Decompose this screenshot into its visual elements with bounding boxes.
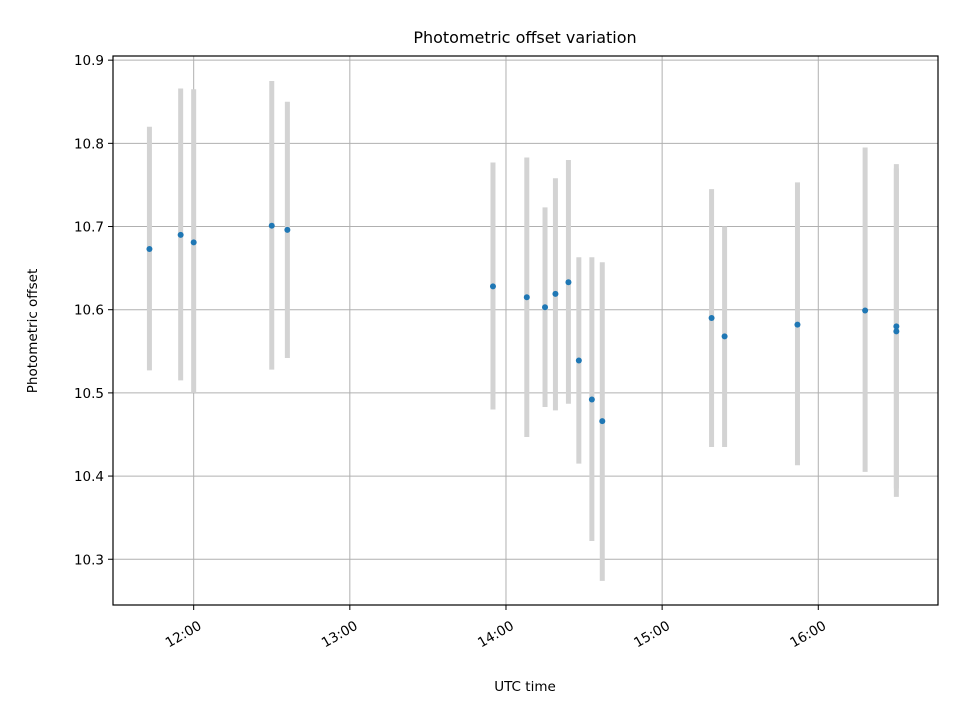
y-tick-label: 10.8 bbox=[74, 136, 104, 152]
y-tick-label: 10.9 bbox=[74, 53, 104, 69]
data-point bbox=[588, 396, 595, 403]
x-tick-label: 13:00 bbox=[319, 618, 361, 651]
y-tick-label: 10.3 bbox=[74, 552, 104, 568]
chart-title: Photometric offset variation bbox=[413, 28, 636, 47]
data-points bbox=[146, 222, 900, 425]
data-point bbox=[575, 357, 582, 364]
x-axis-label: UTC time bbox=[494, 679, 556, 695]
x-tick-label: 15:00 bbox=[631, 618, 673, 651]
y-tick-label: 10.7 bbox=[74, 220, 104, 236]
error-bars bbox=[146, 80, 899, 581]
plot-frame bbox=[112, 55, 939, 606]
data-point bbox=[893, 323, 900, 330]
data-point bbox=[284, 226, 291, 233]
x-tick-label: 14:00 bbox=[475, 618, 517, 651]
data-point bbox=[523, 294, 530, 301]
x-tick-label: 12:00 bbox=[163, 618, 205, 651]
data-point bbox=[565, 279, 572, 286]
y-axis-label: Photometric offset bbox=[25, 269, 41, 393]
data-point bbox=[489, 283, 496, 290]
data-point bbox=[862, 307, 869, 314]
y-tick-label: 10.5 bbox=[74, 386, 104, 402]
data-point bbox=[893, 328, 900, 335]
data-point bbox=[146, 245, 153, 252]
data-point bbox=[599, 418, 606, 425]
data-point bbox=[721, 333, 728, 340]
data-point bbox=[190, 239, 197, 246]
data-point bbox=[268, 222, 275, 229]
data-point bbox=[552, 290, 559, 297]
y-tick-label: 10.4 bbox=[74, 469, 104, 485]
data-point bbox=[177, 231, 184, 238]
x-tick-label: 16:00 bbox=[787, 618, 829, 651]
data-point bbox=[794, 321, 801, 328]
data-point bbox=[542, 304, 549, 311]
data-point bbox=[708, 315, 715, 322]
y-tick-label: 10.6 bbox=[74, 303, 104, 319]
